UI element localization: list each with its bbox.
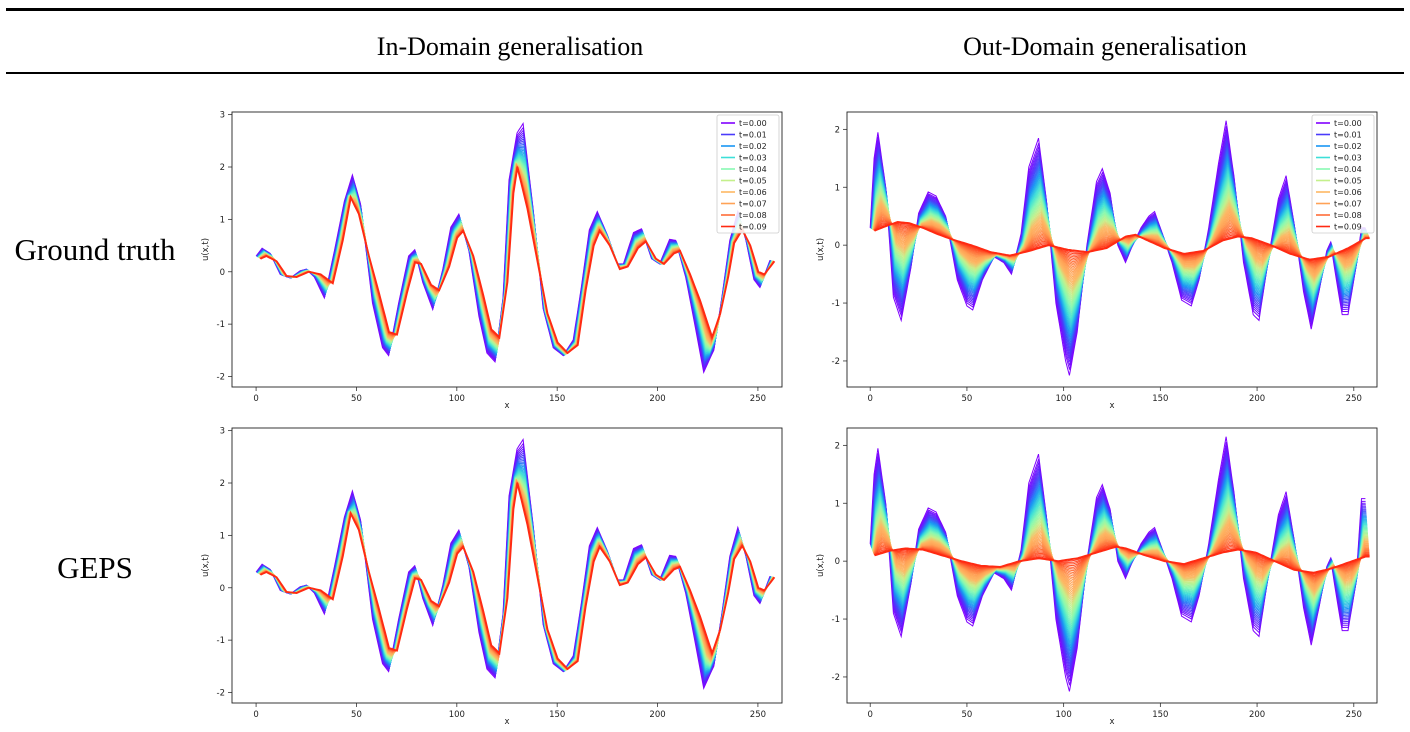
x-tick-label: 150 [549, 710, 565, 720]
y-tick-label: -1 [217, 636, 225, 646]
plot-frame [231, 427, 783, 704]
x-axis-label: x [1109, 401, 1114, 411]
x-tick-label: 0 [253, 394, 258, 404]
x-tick-label: 250 [1346, 710, 1362, 720]
y-tick-label: 1 [835, 183, 840, 193]
legend-label: t=0.03 [1334, 154, 1362, 163]
y-tick-label: 0 [835, 557, 840, 567]
plot-ground-truth-out-domain: 0 50 100 150 200 250-2-1012xu(x,t)t=0.00t=0.0… [816, 111, 1378, 411]
plot-ground-truth-in-domain: 0 50 100 150 200 250-2-10123xu(x,t)t=0.00t=0.… [201, 111, 783, 411]
y-axis-label: u(x,t) [816, 554, 826, 577]
y-tick-label: 3 [220, 111, 225, 121]
y-tick-label: 0 [220, 268, 225, 278]
legend-label: t=0.01 [1334, 131, 1362, 140]
y-tick-label: 2 [835, 441, 840, 451]
column-header-out-domain: Out-Domain generalisation [963, 32, 1247, 61]
plot-frame [231, 111, 783, 388]
legend-label: t=0.04 [1334, 165, 1362, 174]
x-tick-label: 200 [1249, 394, 1265, 404]
legend-label: t=0.02 [1334, 142, 1362, 151]
y-tick-label: -1 [832, 299, 840, 309]
y-tick-label: -2 [217, 373, 225, 383]
x-tick-label: 0 [868, 394, 873, 404]
y-tick-label: 2 [220, 479, 225, 489]
x-tick-label: 100 [1056, 394, 1072, 404]
x-tick-label: 100 [1056, 710, 1072, 720]
legend-label: t=0.05 [1334, 177, 1362, 186]
x-tick-label: 150 [1152, 394, 1168, 404]
y-axis-label: u(x,t) [816, 238, 826, 261]
x-axis-label: x [504, 717, 509, 727]
legend: t=0.00 t=0.01 t=0.02 t=0.03 t=0.04 t=0.05 t=0.… [1311, 114, 1375, 234]
legend-label: t=0.09 [739, 223, 767, 232]
x-tick-label: 250 [1346, 394, 1362, 404]
x-tick-label: 250 [750, 394, 766, 404]
legend-label: t=0.02 [739, 142, 767, 151]
x-axis-label: x [504, 401, 509, 411]
y-tick-label: -1 [217, 320, 225, 330]
x-axis-label: x [1109, 717, 1114, 727]
legend: t=0.00 t=0.01 t=0.02 t=0.03 t=0.04 t=0.05 t=0.… [716, 114, 780, 234]
plot-geps-out-domain: 0 50 100 150 200 250 -2 -1 0 1 2 x u(x,t) [816, 427, 1378, 727]
plot-geps-in-domain: 0 50 100 150 200 250 -2 -1 0 1 2 3 x u(x,t) [201, 427, 783, 727]
series-line [874, 221, 1370, 261]
legend-label: t=0.07 [739, 200, 767, 209]
y-tick-label: 3 [220, 427, 225, 437]
x-tick-label: 0 [868, 710, 873, 720]
series-line [260, 482, 776, 671]
x-tick-label: 100 [449, 394, 465, 404]
x-tick-label: 250 [750, 710, 766, 720]
series-line [874, 545, 1370, 574]
legend-label: t=0.06 [1334, 188, 1362, 197]
y-tick-label: 0 [220, 584, 225, 594]
header-rule [6, 72, 1404, 74]
legend-label: t=0.09 [1334, 223, 1362, 232]
y-axis-label: u(x,t) [201, 238, 211, 261]
x-tick-label: 150 [549, 394, 565, 404]
x-tick-label: 150 [1152, 710, 1168, 720]
legend-label: t=0.00 [739, 119, 767, 128]
legend-label: t=0.07 [1334, 200, 1362, 209]
x-tick-label: 200 [649, 710, 665, 720]
y-tick-label: 2 [835, 125, 840, 135]
y-tick-label: 1 [220, 215, 225, 225]
x-tick-label: 100 [449, 710, 465, 720]
legend-label: t=0.06 [739, 188, 767, 197]
y-tick-label: 1 [220, 531, 225, 541]
y-tick-label: 1 [835, 499, 840, 509]
legend-label: t=0.08 [739, 211, 767, 220]
x-tick-label: 50 [962, 710, 973, 720]
x-tick-label: 50 [962, 394, 973, 404]
y-tick-label: -2 [217, 689, 225, 699]
legend-label: t=0.05 [739, 177, 767, 186]
plot-frame [846, 111, 1378, 388]
x-tick-label: 200 [649, 394, 665, 404]
y-tick-label: -1 [832, 615, 840, 625]
legend-label: t=0.03 [739, 154, 767, 163]
x-tick-label: 0 [253, 710, 258, 720]
y-tick-label: 0 [835, 241, 840, 251]
legend-label: t=0.08 [1334, 211, 1362, 220]
legend-label: t=0.00 [1334, 119, 1362, 128]
y-axis-label: u(x,t) [201, 554, 211, 577]
y-tick-label: 2 [220, 163, 225, 173]
x-tick-label: 200 [1249, 710, 1265, 720]
row-header-ground-truth: Ground truth [14, 232, 176, 267]
legend-label: t=0.01 [739, 131, 767, 140]
series-line [260, 166, 776, 355]
y-tick-label: -2 [832, 357, 840, 367]
plot-frame [846, 427, 1378, 704]
x-tick-label: 50 [351, 710, 362, 720]
column-header-in-domain: In-Domain generalisation [376, 32, 644, 61]
y-tick-label: -2 [832, 673, 840, 683]
top-rule [6, 8, 1404, 11]
row-header-geps: GEPS [57, 550, 133, 585]
legend-label: t=0.04 [739, 165, 767, 174]
x-tick-label: 50 [351, 394, 362, 404]
